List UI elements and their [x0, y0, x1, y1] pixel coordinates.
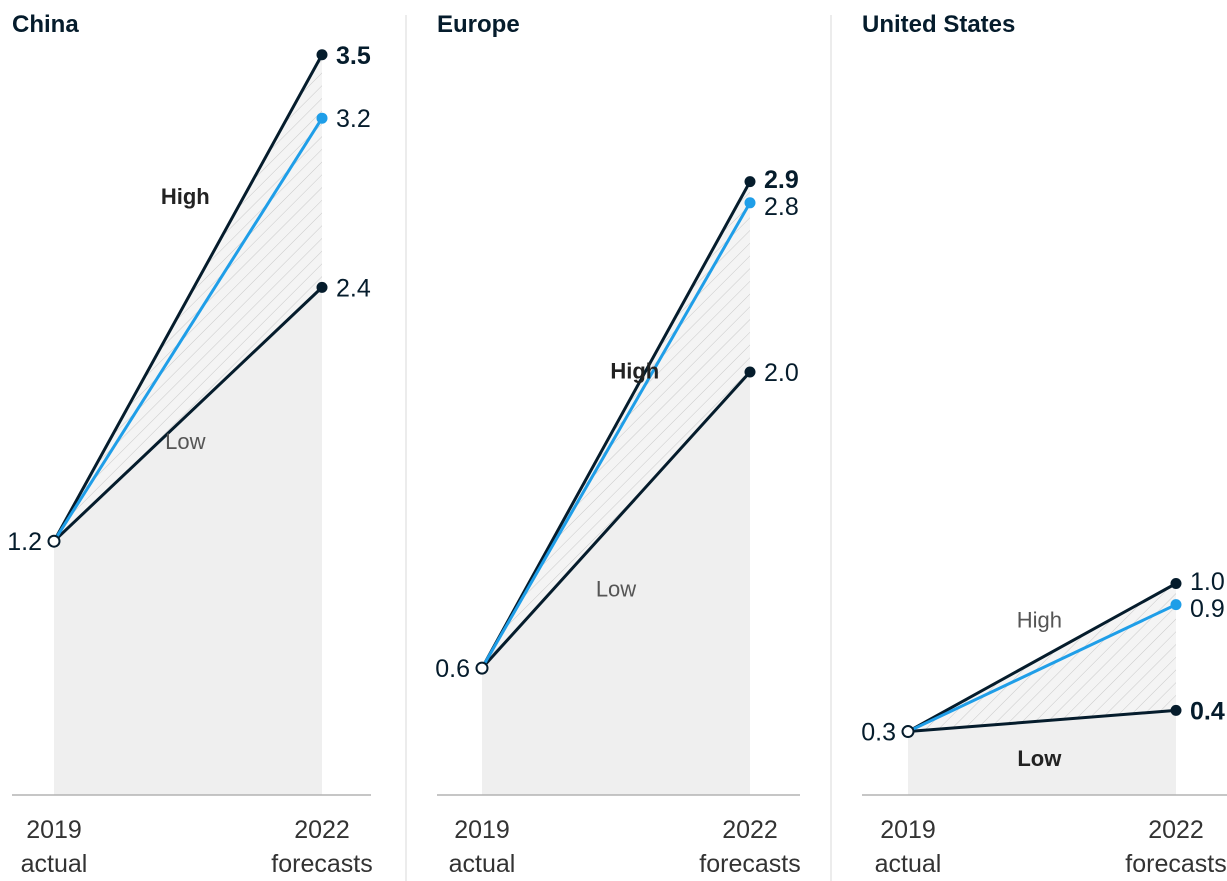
high-series-label: High — [1017, 608, 1062, 633]
low-end-label: 0.4 — [1190, 697, 1225, 725]
start-point — [475, 661, 489, 675]
panel-title: China — [12, 11, 79, 38]
high-series-label: High — [161, 184, 210, 209]
high-end-label: 2.9 — [764, 166, 799, 194]
low-line — [480, 370, 752, 670]
x-tick-label-year: 2019 — [880, 816, 936, 844]
low-end-point — [1170, 704, 1182, 716]
mid-line — [907, 603, 1177, 733]
mid-line — [52, 117, 324, 543]
x-tick-label-kind: forecasts — [1125, 850, 1226, 878]
x-tick-label-kind: actual — [449, 850, 516, 878]
low-end-label: 2.0 — [764, 359, 799, 387]
mid-end-label: 0.9 — [1190, 595, 1225, 623]
x-tick-label-kind: forecasts — [699, 850, 800, 878]
low-line — [907, 708, 1177, 734]
low-series-label: Low — [165, 429, 205, 454]
start-point — [901, 725, 915, 739]
panel-united-states: United States 0.3 1.00.9 0.4 High Low 2019 actu… — [861, 11, 1227, 878]
mid-end-point — [744, 197, 756, 209]
x-tick-label-kind: actual — [875, 850, 942, 878]
x-tick-label-year: 2022 — [294, 816, 350, 844]
x-tick-label-year: 2022 — [1148, 816, 1204, 844]
x-tick-label-kind: forecasts — [271, 850, 372, 878]
panel-europe: Europe 0.6 2.92.8 2.0 High Low 2019 actual 2022 f… — [435, 11, 832, 881]
mid-end-point — [316, 112, 328, 124]
high-line — [480, 180, 752, 669]
low-end-point — [316, 281, 328, 293]
low-line — [52, 286, 324, 543]
high-end-point — [744, 176, 756, 188]
start-value-label: 1.2 — [7, 528, 42, 556]
mid-end-label: 2.8 — [764, 193, 799, 221]
panel-china: China 1.2 3.5 3.2 2.4 High Low 2019 actual 2022 fo… — [7, 11, 407, 881]
start-value-label: 0.3 — [861, 719, 896, 747]
high-end-point — [1170, 578, 1182, 589]
x-tick-label-kind: actual — [21, 850, 88, 878]
panel-title: Europe — [437, 11, 520, 38]
high-end-label: 1.0 — [1190, 568, 1225, 596]
x-tick-label-year: 2019 — [26, 816, 82, 844]
low-end-label: 2.4 — [336, 274, 371, 302]
x-tick-label-year: 2022 — [722, 816, 778, 844]
low-end-point — [744, 366, 756, 378]
panel-title: United States — [862, 11, 1015, 38]
mid-line — [480, 202, 752, 669]
baseline-area — [54, 287, 322, 795]
low-series-label: Low — [1017, 746, 1062, 771]
start-value-label: 0.6 — [435, 655, 470, 683]
high-end-label: 3.5 — [336, 42, 371, 70]
high-line — [52, 54, 324, 542]
start-point — [47, 534, 61, 548]
high-end-point — [316, 49, 328, 61]
baseline-area — [482, 372, 750, 795]
high-series-label: High — [610, 359, 659, 384]
baseline-area — [908, 710, 1176, 795]
mid-end-label: 3.2 — [336, 105, 371, 133]
mid-end-point — [1170, 599, 1182, 611]
x-tick-label-year: 2019 — [454, 816, 510, 844]
low-series-label: Low — [596, 577, 636, 602]
high-line — [907, 582, 1177, 733]
